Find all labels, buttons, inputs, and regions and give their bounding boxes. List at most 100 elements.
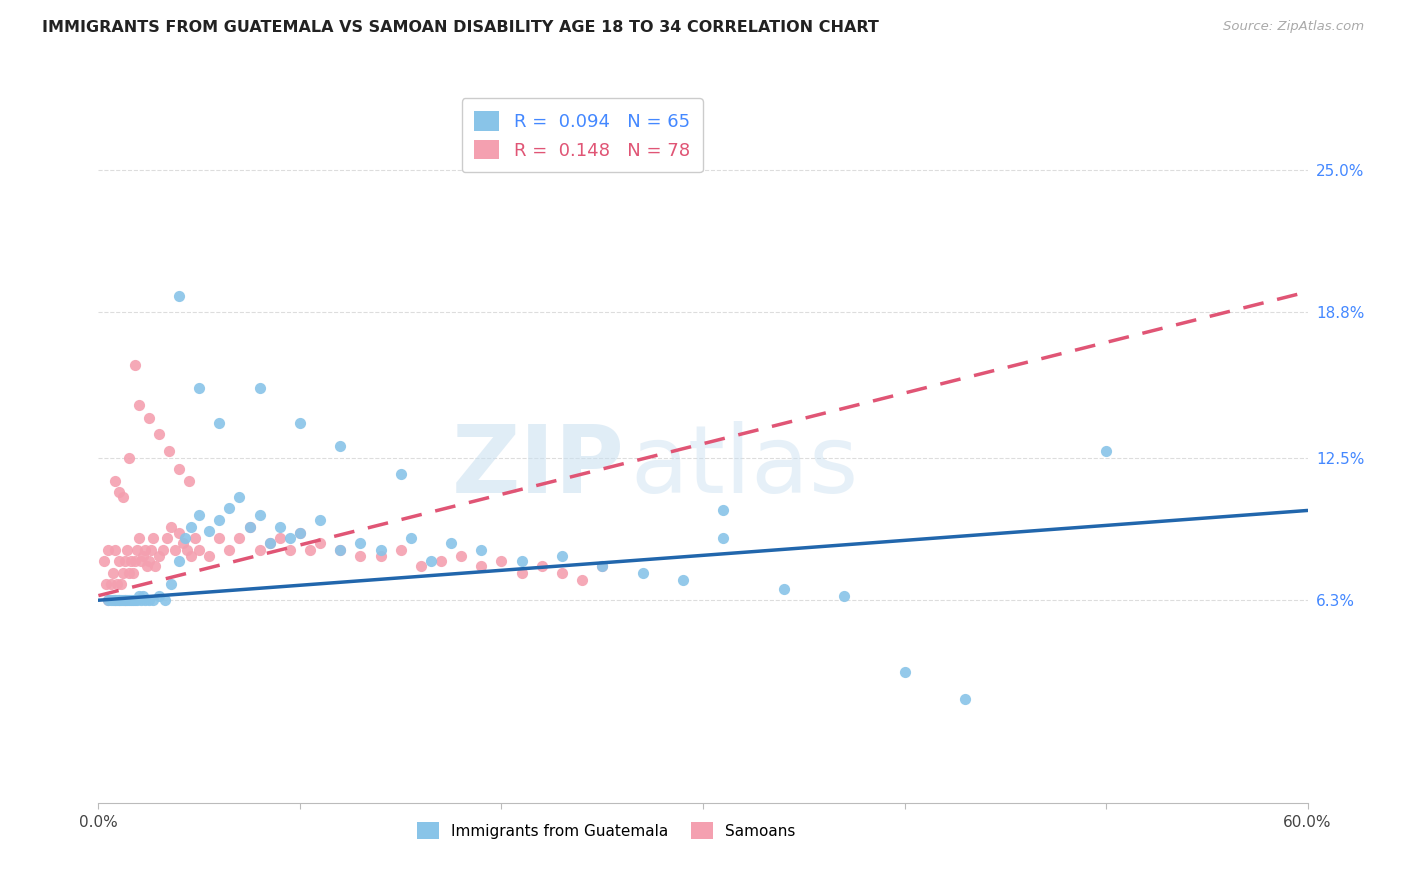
Point bbox=[349, 535, 371, 549]
Point bbox=[167, 526, 190, 541]
Point bbox=[120, 593, 142, 607]
Point bbox=[118, 566, 141, 580]
Point bbox=[370, 549, 392, 564]
Point bbox=[278, 542, 301, 557]
Point bbox=[134, 542, 156, 557]
Point bbox=[832, 589, 855, 603]
Point bbox=[631, 566, 654, 580]
Point bbox=[135, 558, 157, 573]
Point bbox=[105, 577, 128, 591]
Point bbox=[160, 577, 183, 591]
Point bbox=[121, 566, 143, 580]
Point bbox=[228, 490, 250, 504]
Point bbox=[269, 519, 291, 533]
Point bbox=[349, 549, 371, 564]
Point bbox=[129, 593, 152, 607]
Point bbox=[115, 542, 138, 557]
Point bbox=[591, 558, 613, 573]
Point bbox=[288, 526, 311, 541]
Point bbox=[180, 549, 202, 564]
Point bbox=[180, 519, 202, 533]
Point bbox=[329, 439, 352, 453]
Point bbox=[239, 519, 262, 533]
Point bbox=[176, 542, 198, 557]
Point bbox=[711, 531, 734, 545]
Point bbox=[132, 589, 155, 603]
Point bbox=[491, 554, 513, 568]
Point bbox=[101, 566, 124, 580]
Point bbox=[188, 381, 211, 395]
Point bbox=[148, 589, 170, 603]
Point bbox=[249, 381, 271, 395]
Point bbox=[299, 542, 322, 557]
Point bbox=[672, 573, 695, 587]
Point bbox=[430, 554, 453, 568]
Point bbox=[124, 554, 146, 568]
Point bbox=[97, 593, 120, 607]
Point bbox=[269, 531, 291, 545]
Point bbox=[157, 443, 180, 458]
Point bbox=[138, 554, 160, 568]
Point bbox=[103, 474, 125, 488]
Point bbox=[470, 542, 492, 557]
Point bbox=[152, 542, 174, 557]
Point bbox=[107, 554, 129, 568]
Point bbox=[100, 577, 122, 591]
Point bbox=[551, 566, 574, 580]
Point bbox=[179, 474, 201, 488]
Point bbox=[259, 535, 281, 549]
Point bbox=[153, 593, 176, 607]
Point bbox=[148, 549, 170, 564]
Point bbox=[114, 593, 136, 607]
Point bbox=[97, 542, 120, 557]
Point bbox=[440, 535, 463, 549]
Point bbox=[101, 593, 124, 607]
Point bbox=[450, 549, 472, 564]
Point bbox=[711, 503, 734, 517]
Point bbox=[148, 427, 170, 442]
Point bbox=[138, 593, 160, 607]
Point bbox=[125, 542, 148, 557]
Point bbox=[160, 519, 183, 533]
Point bbox=[288, 416, 311, 430]
Point bbox=[208, 416, 231, 430]
Point bbox=[420, 554, 443, 568]
Point bbox=[208, 513, 231, 527]
Point bbox=[309, 535, 332, 549]
Point bbox=[124, 593, 146, 607]
Point bbox=[167, 554, 190, 568]
Point bbox=[249, 508, 271, 522]
Point bbox=[167, 289, 190, 303]
Point bbox=[389, 542, 412, 557]
Legend: Immigrants from Guatemala, Samoans: Immigrants from Guatemala, Samoans bbox=[412, 816, 801, 845]
Point bbox=[174, 531, 197, 545]
Point bbox=[110, 577, 132, 591]
Point bbox=[370, 542, 392, 557]
Point bbox=[96, 577, 118, 591]
Point bbox=[530, 558, 553, 573]
Point bbox=[139, 542, 162, 557]
Point bbox=[239, 519, 262, 533]
Point bbox=[125, 593, 148, 607]
Point bbox=[103, 542, 125, 557]
Point bbox=[188, 508, 211, 522]
Point bbox=[103, 593, 125, 607]
Point bbox=[510, 554, 533, 568]
Point bbox=[249, 542, 271, 557]
Point bbox=[399, 531, 422, 545]
Text: ZIP: ZIP bbox=[451, 421, 624, 514]
Text: IMMIGRANTS FROM GUATEMALA VS SAMOAN DISABILITY AGE 18 TO 34 CORRELATION CHART: IMMIGRANTS FROM GUATEMALA VS SAMOAN DISA… bbox=[42, 20, 879, 35]
Point bbox=[163, 542, 186, 557]
Point bbox=[128, 398, 150, 412]
Point bbox=[309, 513, 332, 527]
Point bbox=[172, 535, 194, 549]
Point bbox=[259, 535, 281, 549]
Point bbox=[142, 531, 165, 545]
Point bbox=[893, 665, 915, 679]
Point bbox=[278, 531, 301, 545]
Point bbox=[329, 542, 352, 557]
Point bbox=[97, 593, 120, 607]
Point bbox=[208, 531, 231, 545]
Point bbox=[114, 593, 136, 607]
Point bbox=[107, 485, 129, 500]
